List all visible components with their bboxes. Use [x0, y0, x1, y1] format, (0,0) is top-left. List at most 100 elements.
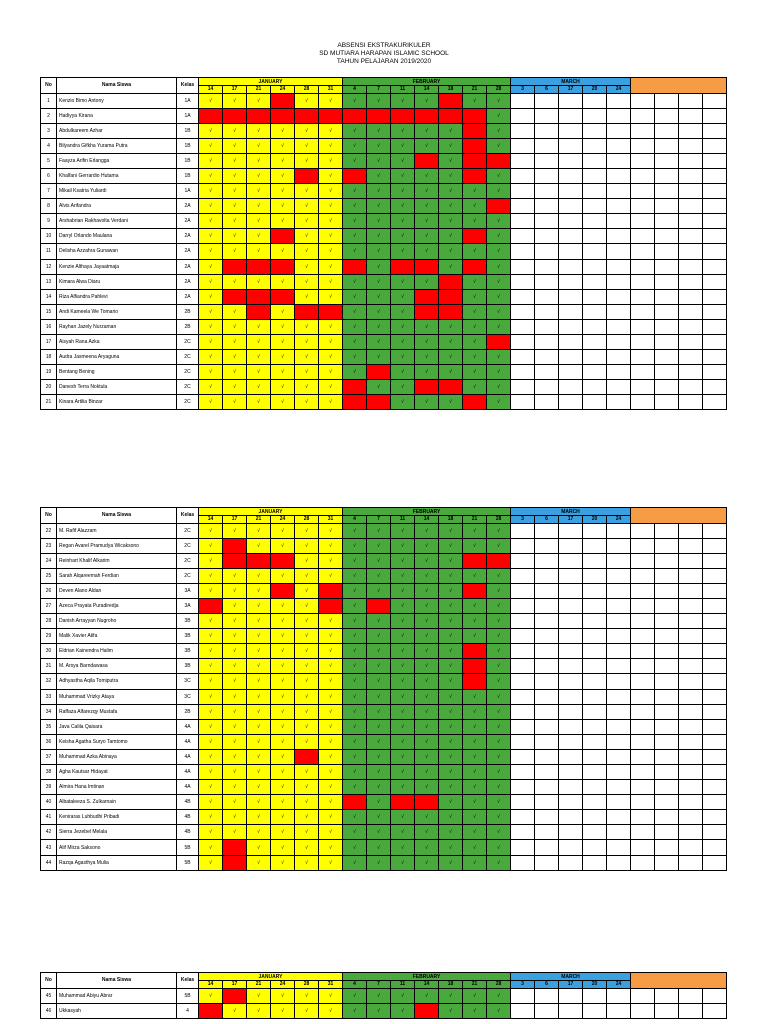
attendance-present: √ [414, 122, 439, 139]
student-no: 33 [40, 688, 57, 705]
attendance-present: √ [222, 522, 247, 539]
attendance-absent: √ [462, 122, 487, 139]
month-header: FEBRUARY [342, 507, 511, 516]
attendance-present: √ [222, 703, 247, 720]
attendance-present: √ [246, 582, 271, 599]
extra-cell [678, 582, 703, 599]
attendance-present: √ [198, 763, 223, 781]
attendance-present: √ [486, 537, 511, 554]
student-no: 44 [40, 854, 57, 871]
attendance-present: √ [198, 673, 223, 690]
attendance-empty [606, 613, 631, 630]
attendance-present: √ [294, 824, 319, 841]
attendance-empty [558, 243, 583, 260]
attendance-present: √ [246, 137, 271, 154]
attendance-empty [510, 167, 535, 185]
attendance-empty [534, 107, 559, 124]
extra-cell [654, 303, 679, 320]
student-kelas: 3B [176, 643, 199, 660]
attendance-present: √ [246, 854, 271, 871]
student-name: Darryl Orlando Maulana [56, 228, 177, 245]
attendance-empty [558, 92, 583, 109]
attendance-present: √ [390, 167, 415, 185]
student-name: Malik Xavier Atifa [56, 628, 177, 645]
attendance-present: √ [246, 613, 271, 630]
attendance-present: √ [318, 228, 343, 245]
attendance-empty [606, 333, 631, 351]
attendance-present: √ [246, 213, 271, 230]
attendance-absent: √ [414, 794, 439, 811]
attendance-present: √ [318, 137, 343, 154]
attendance-present: √ [198, 854, 223, 871]
attendance-present: √ [390, 537, 415, 554]
student-kelas: 2A [176, 213, 199, 230]
attendance-present: √ [390, 643, 415, 660]
day-header: 20 [582, 980, 607, 989]
attendance-empty [582, 213, 607, 230]
attendance-empty [582, 718, 607, 735]
attendance-present: √ [294, 613, 319, 630]
attendance-present: √ [246, 243, 271, 260]
attendance-empty [534, 303, 559, 320]
attendance-present: √ [270, 628, 295, 645]
student-kelas: 1B [176, 137, 199, 154]
student-kelas: 2C [176, 379, 199, 396]
extra-cell [702, 152, 727, 169]
attendance-absent: √ [462, 107, 487, 124]
attendance-present: √ [390, 552, 415, 569]
extra-cell [678, 673, 703, 690]
extra-cell [654, 107, 679, 124]
extra-cell [630, 1002, 655, 1019]
attendance-present: √ [318, 213, 343, 230]
attendance-present: √ [294, 228, 319, 245]
attendance-present: √ [342, 364, 367, 381]
attendance-empty [534, 839, 559, 856]
attendance-empty [534, 394, 559, 411]
student-kelas: 2C [176, 333, 199, 351]
attendance-present: √ [366, 809, 391, 826]
attendance-present: √ [414, 854, 439, 871]
student-name: Almira Hana Imtinan [56, 779, 177, 796]
attendance-empty [582, 183, 607, 200]
attendance-present: √ [390, 394, 415, 411]
attendance-present: √ [246, 567, 271, 584]
attendance-present: √ [294, 794, 319, 811]
attendance-present: √ [222, 183, 247, 200]
day-header: 31 [318, 980, 343, 989]
attendance-present: √ [486, 213, 511, 230]
student-no: 30 [40, 643, 57, 660]
student-name: Reinhart Khalif Alkarim [56, 552, 177, 569]
student-name: Keisha Agatha Suryo Tamtomo [56, 733, 177, 750]
attendance-present: √ [270, 658, 295, 675]
attendance-absent: √ [462, 552, 487, 569]
month-header: MARCH [510, 77, 631, 86]
attendance-present: √ [222, 643, 247, 660]
attendance-present: √ [486, 628, 511, 645]
extra-cell [630, 658, 655, 675]
table-row: 19 Bentang Bening 2C √ √ √ √ √ √ √ √ √ √ √ √ √ [40, 364, 727, 381]
attendance-present: √ [318, 394, 343, 411]
attendance-present: √ [414, 597, 439, 615]
attendance-present: √ [270, 718, 295, 735]
extra-cell [654, 228, 679, 245]
attendance-empty [582, 748, 607, 766]
extra-cell [630, 228, 655, 245]
attendance-present: √ [198, 552, 223, 569]
attendance-present: √ [270, 394, 295, 411]
attendance-empty [534, 537, 559, 554]
attendance-empty [606, 92, 631, 109]
student-kelas: 1A [176, 92, 199, 109]
attendance-empty [606, 122, 631, 139]
attendance-present: √ [390, 763, 415, 781]
attendance-absent: √ [366, 597, 391, 615]
attendance-present: √ [246, 92, 271, 109]
attendance-empty [606, 809, 631, 826]
attendance-empty [582, 854, 607, 871]
attendance-empty [558, 763, 583, 781]
student-kelas: 4A [176, 779, 199, 796]
extra-cell [702, 854, 727, 871]
attendance-empty [558, 987, 583, 1004]
attendance-empty [510, 779, 535, 796]
table-row: 16 Rayhan Jazely Nurzaman 2B √ √ √ √ √ √ √ √ √ √ √ √ √ [40, 318, 727, 336]
academic-year: TAHUN PELAJARAN 2019/2020 [336, 58, 432, 65]
